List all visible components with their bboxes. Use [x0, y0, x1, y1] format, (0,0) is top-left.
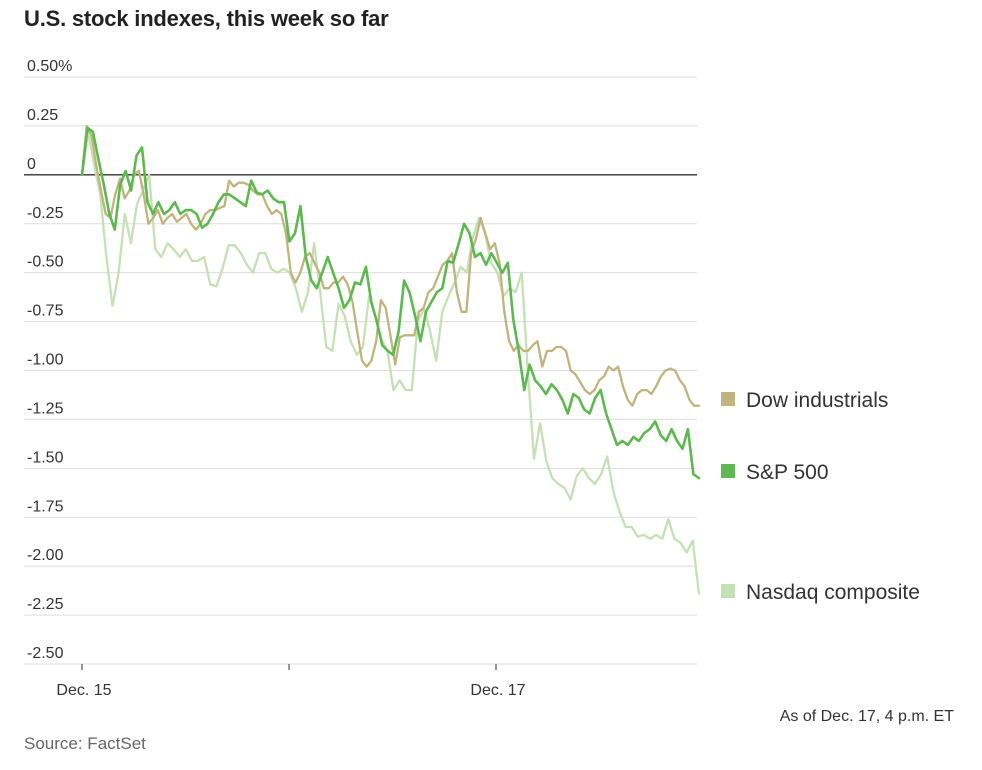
- series-line-dow: [80, 124, 701, 407]
- legend-swatch-dow: [721, 392, 735, 406]
- y-tick-label: -1.50: [27, 449, 64, 466]
- y-tick-label: -2.50: [27, 645, 64, 662]
- legend: Dow industrials S&P 500 Nasdaq composite: [721, 389, 920, 604]
- x-tick-label: Dec. 17: [470, 682, 525, 699]
- series-line-sp500: [80, 126, 701, 480]
- series-lines: [80, 124, 701, 595]
- y-tick-label: -0.75: [27, 303, 64, 320]
- gridlines: [24, 76, 697, 665]
- y-tick-label: -0.50: [27, 254, 64, 271]
- y-tick-label: -1.75: [27, 498, 64, 515]
- y-tick-label: 0.25: [27, 107, 58, 124]
- legend-swatch-sp500: [721, 464, 735, 478]
- y-tick-label: -1.25: [27, 400, 64, 417]
- y-tick-label: -2.25: [27, 596, 64, 613]
- y-tick-label: -2.00: [27, 547, 64, 564]
- chart-title: U.S. stock indexes, this week so far: [24, 6, 389, 31]
- legend-label-dow: Dow industrials: [746, 389, 888, 412]
- y-tick-label: -0.25: [27, 205, 64, 222]
- series-line-nasdaq: [80, 130, 701, 595]
- y-tick-label: 0: [27, 156, 36, 173]
- x-axis-ticks: Dec. 15 Dec. 17: [56, 664, 526, 699]
- as-of-note: As of Dec. 17, 4 p.m. ET: [779, 708, 954, 725]
- legend-swatch-nasdaq: [721, 584, 735, 598]
- y-tick-label: 0.50%: [27, 58, 72, 75]
- x-tick-label: Dec. 15: [56, 682, 111, 699]
- y-tick-label: -1.00: [27, 352, 64, 369]
- y-axis-ticks: 0.50% 0.25 0 -0.25 -0.50 -0.75 -1.00 -1.25 -1.50…: [27, 58, 72, 662]
- legend-label-nasdaq: Nasdaq composite: [746, 581, 920, 604]
- legend-label-sp500: S&P 500: [746, 461, 829, 484]
- source-note: Source: FactSet: [24, 734, 146, 753]
